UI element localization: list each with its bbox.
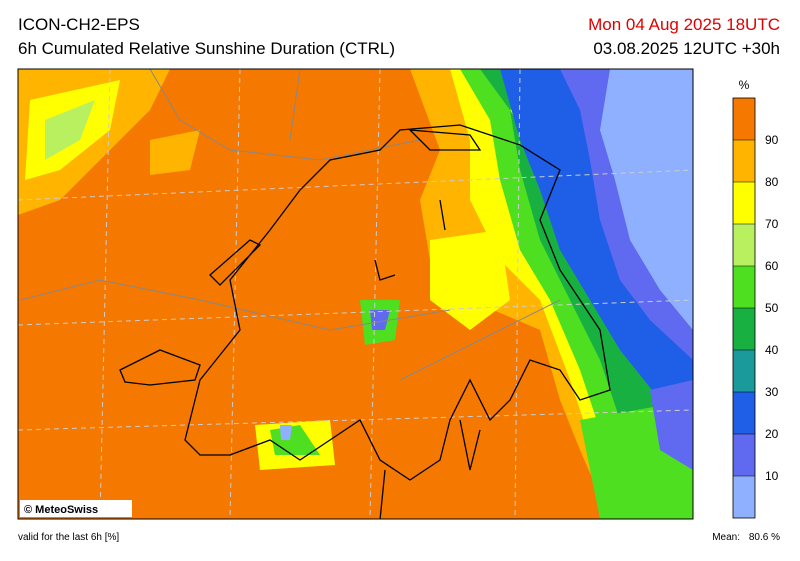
validity-note: valid for the last 6h [%] [18, 532, 119, 543]
sunshine-area [150, 130, 200, 175]
colorbar: % 10 20 30 40 50 60 70 80 90 [732, 78, 779, 519]
model-title: ICON-CH2-EPS [18, 15, 140, 34]
colorbar-frame [732, 97, 756, 519]
colorbar-band [733, 224, 755, 266]
colorbar-band [733, 98, 755, 140]
colorbar-band [733, 140, 755, 182]
graticule [18, 69, 693, 519]
colorbar-band [733, 308, 755, 350]
sunshine-area [650, 380, 693, 470]
colorbar-tick-label: 50 [765, 301, 779, 315]
run-time: 03.08.2025 12UTC +30h [593, 39, 780, 58]
colorbar-band [733, 392, 755, 434]
colorbar-tick-label: 60 [765, 259, 779, 273]
country-border [119, 124, 611, 519]
colorbar-band [733, 434, 755, 476]
colorbar-tick-label: 90 [765, 133, 779, 147]
colorbar-tick-label: 20 [765, 427, 779, 441]
sunshine-area [45, 100, 95, 160]
sunshine-area [430, 230, 510, 330]
region-borders [19, 69, 561, 381]
colorbar-band [733, 350, 755, 392]
colorbar-tick-label: 80 [765, 175, 779, 189]
sunshine-area [600, 69, 693, 330]
colorbar-unit: % [739, 78, 750, 92]
valid-time: Mon 04 Aug 2025 18UTC [588, 15, 780, 34]
mean-value: 80.6 % [749, 532, 780, 543]
colorbar-tick-label: 10 [765, 469, 779, 483]
credit: © MeteoSwiss [24, 504, 98, 516]
product-title: 6h Cumulated Relative Sunshine Duration … [18, 39, 395, 58]
colorbar-tick-label: 30 [765, 385, 779, 399]
map-frame [17, 68, 694, 520]
mean-label: Mean: [712, 532, 740, 543]
colorbar-band [733, 182, 755, 224]
map: © MeteoSwiss [17, 68, 694, 520]
colorbar-tick-label: 70 [765, 217, 779, 231]
colorbar-band [733, 266, 755, 308]
colorbar-tick-label: 40 [765, 343, 779, 357]
colorbar-band [733, 476, 755, 518]
credit-box [20, 500, 132, 517]
sunshine-area [280, 425, 292, 440]
